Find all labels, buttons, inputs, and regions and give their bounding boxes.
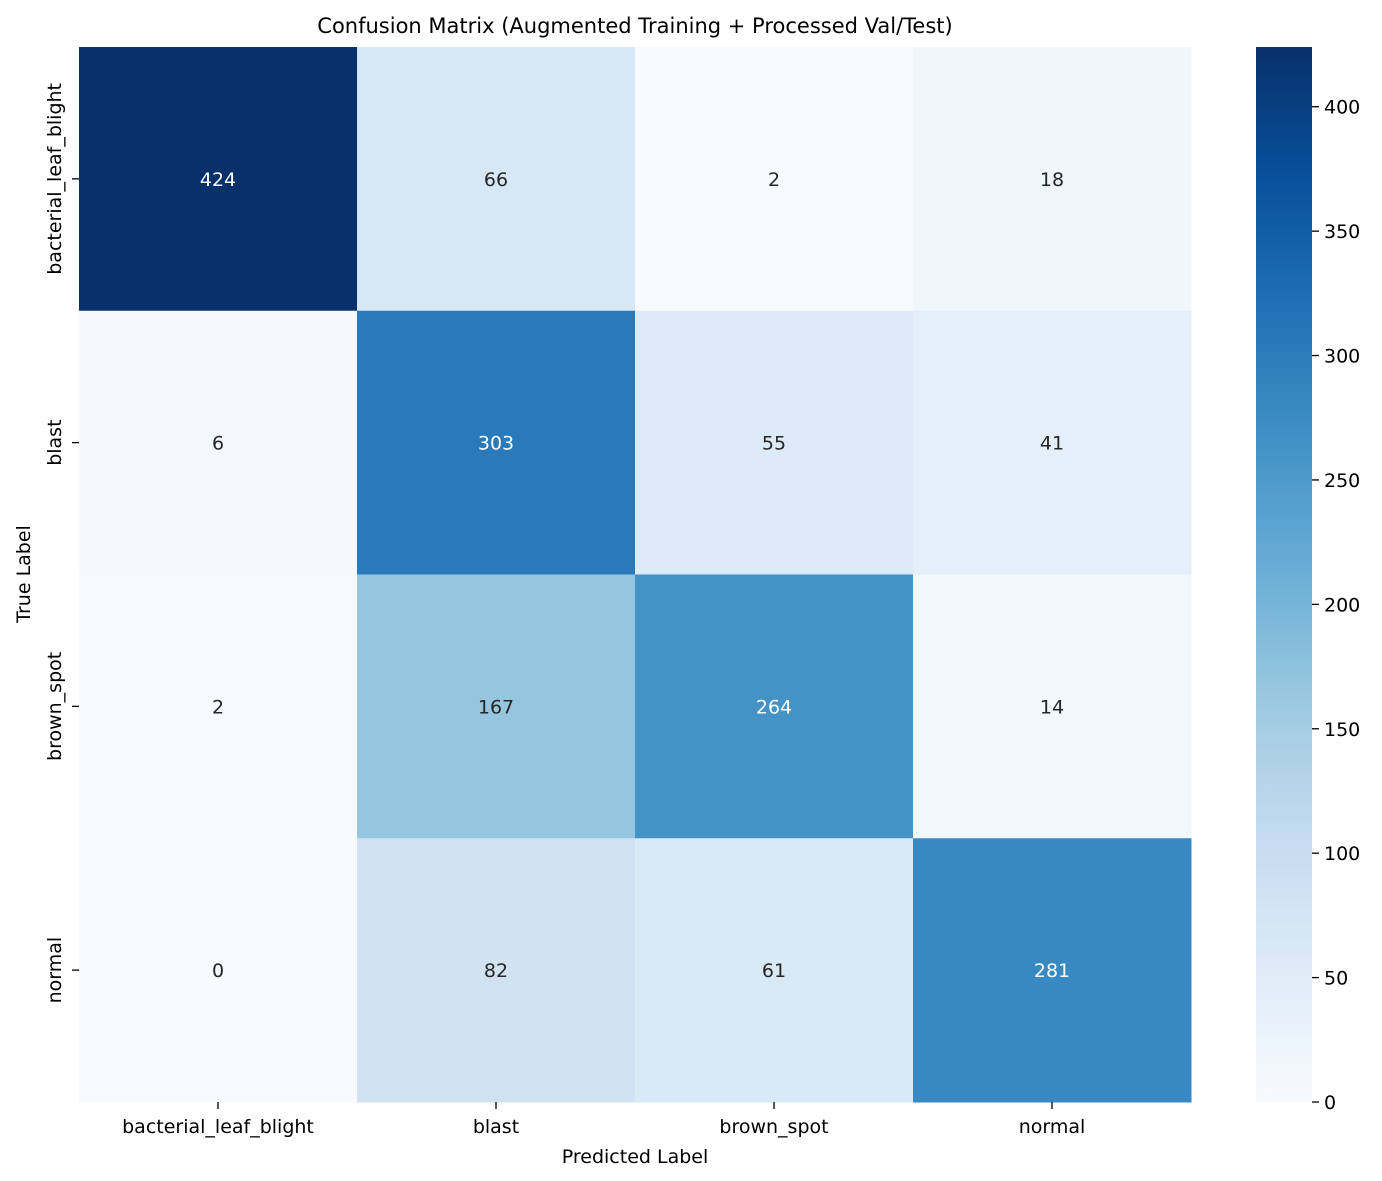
heatmap-cells: [79, 47, 1192, 1103]
x-tick-label: blast: [473, 1116, 519, 1138]
heatmap-cell: [357, 574, 636, 839]
cell-value-label: 264: [756, 696, 792, 718]
colorbar-gradient: [1256, 47, 1312, 1102]
cell-value-label: 2: [768, 169, 780, 191]
heatmap-cell: [913, 47, 1192, 312]
heatmap-cell: [357, 838, 636, 1103]
colorbar-tick-label: 100: [1324, 843, 1360, 865]
x-tick-label: brown_spot: [719, 1116, 828, 1138]
cell-value-label: 0: [212, 960, 224, 982]
y-tick-label: bacterial_leaf_blight: [44, 83, 66, 275]
heatmap-cell: [635, 47, 914, 312]
colorbar-ticks: 0 50 100 150 200 250 300 350 400: [1312, 97, 1360, 1114]
cell-value-label: 82: [484, 960, 508, 982]
heatmap-cell: [913, 838, 1192, 1103]
x-tick-label: bacterial_leaf_blight: [122, 1116, 314, 1138]
cell-value-label: 14: [1040, 696, 1064, 718]
cell-value-label: 41: [1040, 433, 1064, 455]
cell-value-label: 2: [212, 696, 224, 718]
colorbar-tick-label: 350: [1324, 221, 1360, 243]
cell-value-label: 18: [1040, 169, 1064, 191]
heatmap-cell: [79, 47, 358, 312]
colorbar-tick-label: 250: [1324, 470, 1360, 492]
heatmap-cell: [635, 574, 914, 839]
cell-value-label: 55: [762, 433, 786, 455]
heatmap-cell: [635, 310, 914, 575]
heatmap-cell: [913, 574, 1192, 839]
y-tick-label: normal: [44, 937, 66, 1004]
heatmap-cell: [357, 310, 636, 575]
heatmap-cell: [79, 310, 358, 575]
x-axis-ticks: bacterial_leaf_blight blast brown_spot norm…: [122, 1102, 1085, 1138]
y-tick-label: brown_spot: [44, 652, 66, 761]
colorbar: 0 50 100 150 200 250 300 350 400: [1256, 47, 1360, 1114]
heatmap-cell: [79, 574, 358, 839]
y-tick-label: blast: [44, 419, 66, 465]
colorbar-tick-label: 400: [1324, 97, 1360, 119]
x-axis-label: Predicted Label: [562, 1146, 709, 1168]
heatmap-cell: [357, 47, 636, 312]
colorbar-tick-label: 50: [1324, 968, 1348, 990]
heatmap-cell: [913, 310, 1192, 575]
cell-value-label: 281: [1034, 960, 1070, 982]
y-axis-label: True Label: [13, 525, 35, 624]
x-tick-label: normal: [1019, 1116, 1086, 1138]
colorbar-tick-label: 150: [1324, 719, 1360, 741]
cell-value-label: 303: [478, 433, 514, 455]
cell-value-label: 66: [484, 169, 508, 191]
heatmap-cell: [635, 838, 914, 1103]
chart-title: Confusion Matrix (Augmented Training + P…: [317, 14, 952, 38]
cell-value-label: 6: [212, 433, 224, 455]
cell-value-label: 424: [200, 169, 236, 191]
cell-value-label: 167: [478, 696, 514, 718]
colorbar-tick-label: 0: [1324, 1092, 1336, 1114]
heatmap-cell-labels: 424 66 2 18 6 303 55 41 2 167 264 14 0 82 61 281: [200, 169, 1070, 982]
colorbar-tick-label: 200: [1324, 594, 1360, 616]
cell-value-label: 61: [762, 960, 786, 982]
colorbar-tick-label: 300: [1324, 346, 1360, 368]
heatmap-cell: [79, 838, 358, 1103]
